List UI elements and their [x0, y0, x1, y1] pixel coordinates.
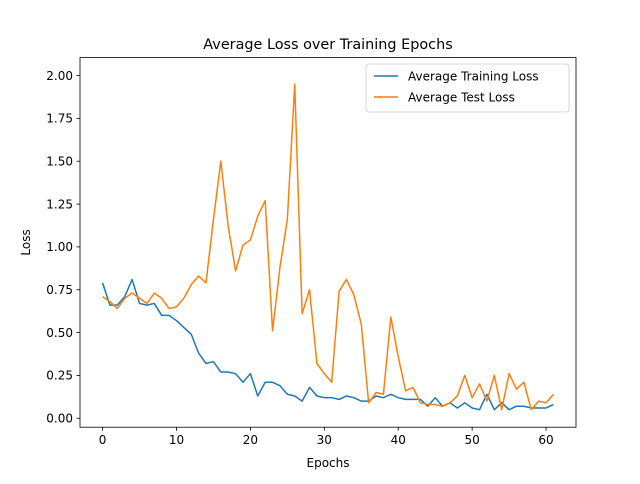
y-tick-label: 0.00 — [46, 411, 73, 425]
y-axis-label: Loss — [19, 229, 33, 255]
x-tick-label: 0 — [99, 433, 107, 447]
x-axis-ticks: 0 10 20 30 40 50 60 — [99, 427, 554, 447]
y-tick-label: 0.75 — [46, 283, 73, 297]
x-tick-label: 60 — [538, 433, 553, 447]
x-axis-label: Epochs — [307, 456, 350, 470]
y-tick-label: 1.75 — [46, 112, 73, 126]
legend: Average Training Loss Average Test Loss — [365, 63, 570, 113]
y-tick-label: 1.25 — [46, 197, 73, 211]
x-tick-label: 10 — [169, 433, 184, 447]
x-tick-label: 20 — [243, 433, 258, 447]
chart-title: Average Loss over Training Epochs — [203, 37, 452, 53]
plot-lines — [101, 83, 555, 411]
series-line-0 — [101, 278, 554, 411]
y-tick-label: 1.50 — [46, 154, 73, 168]
x-tick-label: 40 — [391, 433, 406, 447]
y-tick-label: 0.25 — [46, 369, 73, 383]
y-tick-label: 2.00 — [46, 69, 73, 83]
series-line-1 — [102, 83, 555, 411]
legend-box — [365, 63, 570, 113]
x-tick-label: 30 — [317, 433, 332, 447]
y-tick-label: 1.00 — [46, 240, 73, 254]
y-axis-ticks: 0.00 0.25 0.50 0.75 1.00 1.25 1.50 1.75 2.00 — [46, 69, 80, 425]
legend-label-test: Average Test Loss — [408, 91, 515, 105]
plot-frame — [79, 57, 577, 428]
y-tick-label: 0.50 — [46, 326, 73, 340]
x-tick-label: 50 — [465, 433, 480, 447]
legend-label-training: Average Training Loss — [408, 70, 539, 84]
